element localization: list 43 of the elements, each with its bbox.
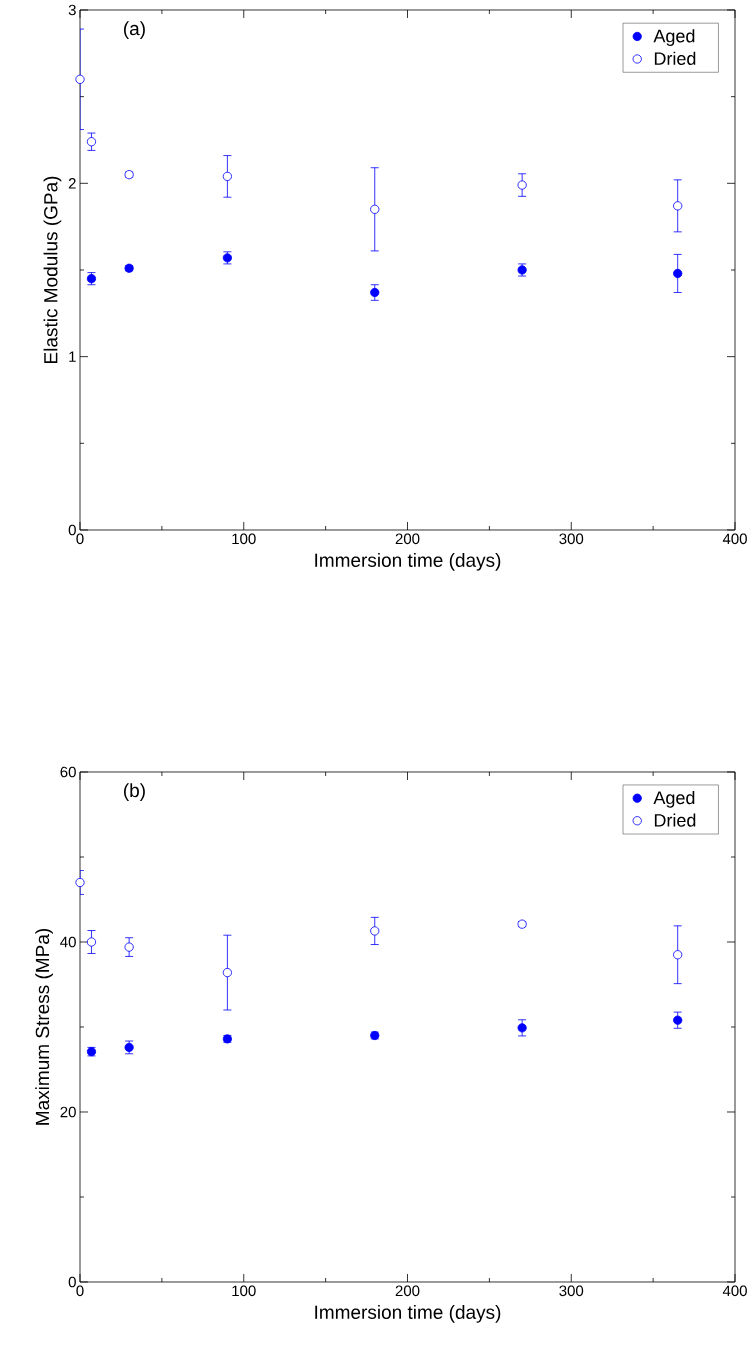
point bbox=[370, 926, 380, 936]
annotation: (a) bbox=[124, 21, 145, 40]
point bbox=[673, 950, 683, 960]
y-axis-title: Maximum Stress (MPa) bbox=[35, 928, 53, 1125]
point bbox=[673, 268, 683, 279]
y-tick-label: 0 bbox=[68, 524, 76, 536]
x-tick-label: 400 bbox=[722, 533, 747, 545]
legend-label: Aged bbox=[653, 790, 695, 808]
y-tick-label: 3 bbox=[68, 4, 76, 16]
legend-label: Dried bbox=[654, 51, 696, 65]
x-tick-label: 100 bbox=[232, 1285, 256, 1297]
x-tick-label: 300 bbox=[559, 1285, 584, 1297]
point bbox=[86, 937, 97, 947]
x-tick-label: 300 bbox=[559, 533, 584, 545]
point bbox=[75, 877, 85, 888]
point bbox=[75, 74, 85, 84]
y-tick-label: 2 bbox=[68, 178, 76, 189]
x-tick-label: 200 bbox=[395, 1285, 420, 1297]
y-tick-label: 60 bbox=[60, 766, 76, 778]
y-tick-label: 20 bbox=[60, 1106, 76, 1118]
y-tick-label: 40 bbox=[60, 936, 76, 948]
point bbox=[222, 171, 233, 181]
x-tick-label: 0 bbox=[76, 1285, 84, 1297]
point bbox=[517, 180, 527, 190]
x-tick-label: 200 bbox=[395, 533, 420, 545]
x-axis-title: Immersion time (days) bbox=[315, 553, 501, 571]
point bbox=[370, 204, 380, 214]
point bbox=[673, 1015, 683, 1025]
point bbox=[673, 201, 683, 211]
x-axis-title: Immersion time (days) bbox=[315, 1305, 501, 1323]
y-tick-label: 1 bbox=[69, 351, 76, 362]
y-tick-label: 0 bbox=[68, 1276, 76, 1288]
point bbox=[517, 1023, 527, 1033]
point bbox=[124, 942, 134, 952]
annotation: (b) bbox=[124, 783, 145, 801]
y-axis-title: Elastic Modulus (GPa) bbox=[43, 176, 62, 363]
x-tick-label: 100 bbox=[232, 533, 256, 545]
x-tick-label: 0 bbox=[76, 533, 84, 545]
legend-label: Aged bbox=[653, 29, 695, 46]
x-tick-label: 400 bbox=[722, 1285, 747, 1297]
point bbox=[222, 968, 233, 978]
point bbox=[86, 137, 97, 147]
legend-label: Dried bbox=[654, 813, 696, 827]
